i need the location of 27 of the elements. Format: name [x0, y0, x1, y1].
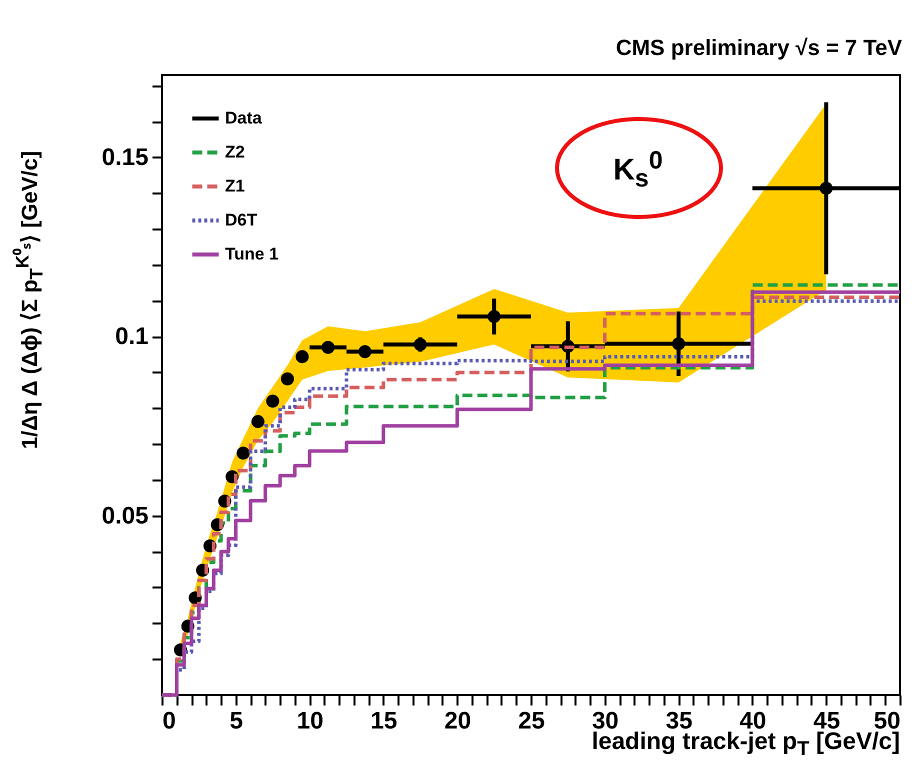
point [266, 394, 280, 408]
point [322, 340, 335, 354]
point [820, 182, 833, 195]
point [358, 345, 372, 358]
x-tick-label: 0 [162, 708, 176, 734]
x-tick-label: 15 [370, 708, 398, 734]
legend-label: Z1 [225, 176, 245, 196]
legend-label: Z2 [225, 142, 245, 162]
x-tick-label: 25 [518, 708, 545, 734]
point [251, 415, 264, 428]
x-tick-label: 10 [296, 708, 324, 734]
point [488, 310, 501, 324]
x-tick-label: 20 [444, 708, 472, 734]
point [280, 372, 294, 386]
point [672, 337, 686, 350]
chart-title: CMS preliminary √s = 7 TeV [616, 34, 902, 60]
y-tick-label: 0.1 [115, 323, 148, 350]
x-tick-label: 35 [666, 708, 692, 734]
point [236, 446, 250, 460]
point [296, 350, 309, 364]
point [414, 338, 427, 352]
legend-label: Data [225, 108, 262, 128]
legend-label: D6T [225, 210, 258, 230]
y-tick-label: 0.05 [102, 502, 148, 530]
y-tick-label: 0.15 [102, 144, 148, 171]
x-tick-label: 5 [230, 708, 243, 734]
legend-label: Tune 1 [225, 244, 279, 264]
